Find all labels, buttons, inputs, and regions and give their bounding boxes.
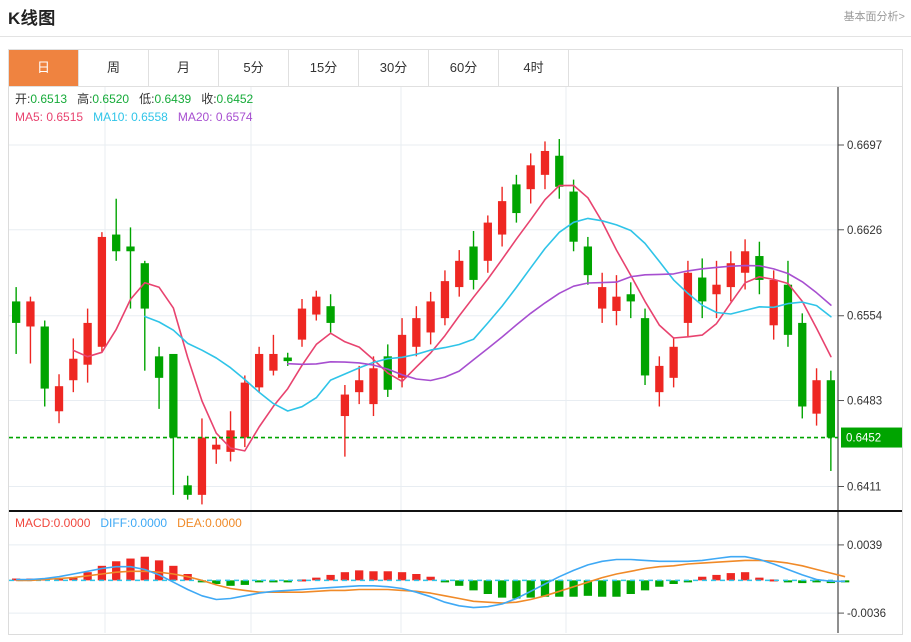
svg-text:0.6452: 0.6452: [846, 433, 881, 445]
macd-label: MACD:: [15, 516, 54, 530]
ma10-label: MA10:: [93, 110, 128, 124]
tab-1[interactable]: 周: [79, 50, 149, 86]
macd-legend: MACD:0.0000 DIFF:0.0000 DEA:0.0000: [15, 516, 242, 530]
tab-3[interactable]: 5分: [219, 50, 289, 86]
page-header: K线图 基本面分析>: [0, 0, 911, 37]
tab-7[interactable]: 4时: [499, 50, 569, 86]
timeframe-tabbar: 日周月 5分 15分 30分 60分 4时: [8, 49, 903, 87]
ma5-label: MA5:: [15, 110, 44, 124]
current-price-badge: [841, 427, 902, 448]
panel-divider: [9, 510, 902, 512]
svg-text:0.6411: 0.6411: [847, 481, 881, 493]
low-label: 低:: [139, 92, 155, 106]
diff-label: DIFF:: [100, 516, 131, 530]
tab-5[interactable]: 30分: [359, 50, 429, 86]
ohlc-row: 开:0.6513 高:0.6520 低:0.6439 收:0.6452: [15, 91, 475, 108]
header-divider: [0, 36, 911, 37]
close-value: 0.6452: [216, 92, 254, 106]
svg-text:0.6697: 0.6697: [847, 140, 882, 152]
ma20-label: MA20:: [177, 110, 213, 124]
macd-panel: 0.0039 -0.0036 MACD:0.0000 DIFF:0.0000 DE…: [9, 512, 902, 633]
fundamental-analysis-link[interactable]: 基本面分析>: [843, 11, 905, 23]
svg-text:0.0039: 0.0039: [847, 540, 882, 552]
tab-4[interactable]: 15分: [289, 50, 359, 86]
ma20-value: 0.6574: [215, 110, 253, 124]
tab-6[interactable]: 60分: [429, 50, 499, 86]
svg-text:0.6626: 0.6626: [847, 225, 882, 237]
tab-2[interactable]: 月: [149, 50, 219, 86]
open-value: 0.6513: [30, 92, 68, 106]
tab-0[interactable]: 日: [9, 50, 79, 86]
diff-value: 0.0000: [130, 516, 168, 530]
page-title: K线图: [8, 9, 56, 28]
candlestick-chart[interactable]: 0.6697 0.6626 0.6554 0.6483 0.6411 0.6452: [9, 87, 902, 510]
high-value: 0.6520: [92, 92, 130, 106]
open-label: 开:: [15, 92, 31, 106]
low-value: 0.6439: [154, 92, 192, 106]
ohlc-ma-legend: 开:0.6513 高:0.6520 低:0.6439 收:0.6452 MA5:…: [15, 91, 475, 126]
svg-text:-0.0036: -0.0036: [847, 608, 886, 620]
svg-text:0.6554: 0.6554: [847, 311, 883, 323]
ma10-value: 0.6558: [131, 110, 168, 124]
price-panel: 0.6697 0.6626 0.6554 0.6483 0.6411 0.6452 开:0…: [9, 87, 902, 510]
dea-value: 0.0000: [205, 516, 242, 530]
svg-text:0.6483: 0.6483: [847, 396, 882, 408]
tabbar-filler: [569, 50, 902, 86]
dea-label: DEA:: [177, 516, 206, 530]
ma5-value: 0.6515: [46, 110, 84, 124]
chart-container: 0.6697 0.6626 0.6554 0.6483 0.6411 0.6452 开:0…: [8, 87, 903, 635]
high-label: 高:: [77, 92, 93, 106]
macd-value: 0.0000: [53, 516, 91, 530]
close-label: 收:: [201, 92, 217, 106]
macd-chart[interactable]: 0.0039 -0.0036: [9, 512, 902, 633]
ma-row: MA5: 0.6515 MA10: 0.6558 MA20: 0.6574: [15, 109, 475, 126]
